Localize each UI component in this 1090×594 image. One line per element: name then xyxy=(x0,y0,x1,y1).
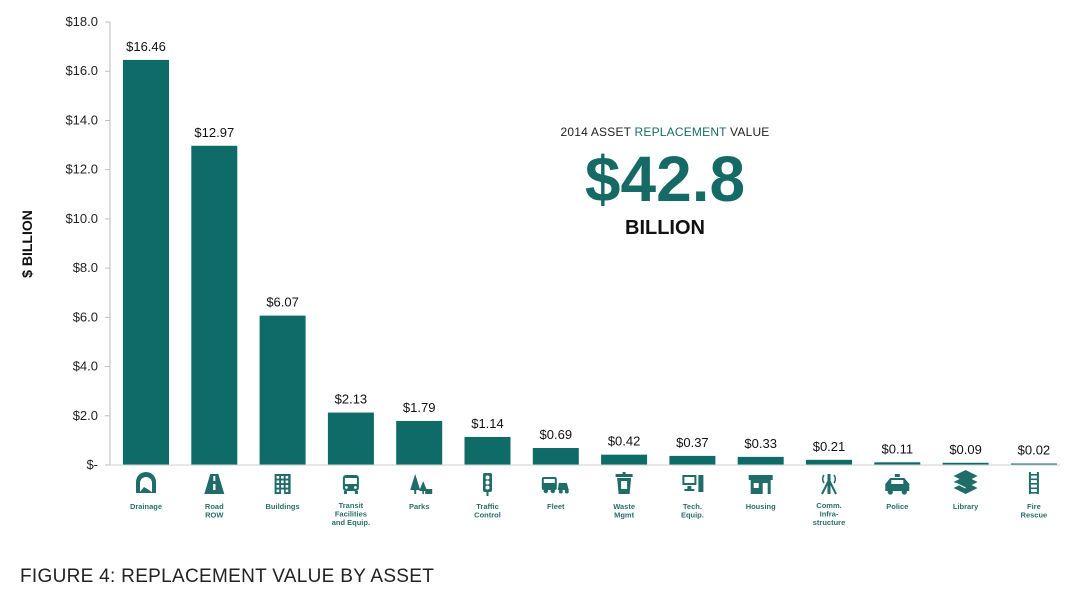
total-callout: 2014 ASSET REPLACEMENT VALUE $42.8 BILLI… xyxy=(540,125,790,240)
bar xyxy=(601,454,648,465)
bar-value-label: $1.79 xyxy=(403,400,436,415)
x-category-label: Library xyxy=(953,502,979,511)
bar xyxy=(874,462,921,465)
building-icon xyxy=(274,474,291,494)
y-tick-label: $14.0 xyxy=(65,112,98,127)
bar-value-label: $0.69 xyxy=(540,427,573,442)
bar-value-label: $0.33 xyxy=(744,436,777,451)
bar-value-label: $6.07 xyxy=(266,295,299,310)
x-category-label: Police xyxy=(886,502,908,511)
x-category-label: Traffic Control xyxy=(474,502,501,520)
x-category-label: Tech. Equip. xyxy=(681,502,704,520)
x-category-label: Fire Rescue xyxy=(1021,502,1048,520)
bar-value-label: $12.97 xyxy=(194,125,234,140)
bus-icon xyxy=(342,475,359,494)
x-category-label: Fleet xyxy=(547,502,565,511)
police-car-icon xyxy=(885,474,910,495)
tower-icon xyxy=(821,474,837,495)
callout-total-value: $42.8 xyxy=(584,143,746,215)
bar-value-label: $16.46 xyxy=(126,39,166,54)
bar xyxy=(532,448,579,465)
bar xyxy=(806,459,852,465)
traffic-light-icon xyxy=(483,473,492,496)
y-tick-label: $16.0 xyxy=(65,63,98,78)
y-tick-label: $12.0 xyxy=(65,162,98,177)
fire-ladder-icon xyxy=(1028,472,1039,494)
callout-heading: 2014 ASSET REPLACEMENT VALUE xyxy=(560,125,770,139)
computer-icon xyxy=(682,475,704,492)
housing-icon xyxy=(748,475,773,494)
bar xyxy=(737,456,784,465)
bar-value-label: $0.02 xyxy=(1018,443,1051,458)
x-category-label: Road ROW xyxy=(205,502,224,520)
y-tick-label: $2.0 xyxy=(73,408,98,423)
waste-bin-icon xyxy=(615,472,633,494)
road-icon xyxy=(204,474,225,494)
bar xyxy=(396,420,443,465)
bar-value-label: $0.21 xyxy=(813,439,846,454)
x-category-label: Drainage xyxy=(130,502,162,511)
callout-unit: BILLION xyxy=(625,217,705,239)
bar-value-label: $2.13 xyxy=(335,392,368,407)
bar-value-label: $0.11 xyxy=(882,441,914,456)
bar xyxy=(942,462,989,465)
x-category-label: Transit Facilities and Equip. xyxy=(332,501,370,527)
x-category-label: Comm. Infra-structure xyxy=(813,501,846,527)
bar xyxy=(1010,463,1057,465)
bar xyxy=(669,455,716,465)
bar-value-label: $0.09 xyxy=(949,442,982,457)
bar-chart: $- $2.0 $4.0 $6.0 $8.0 $10.0 $12.0 $14.0 $16.0 $1… xyxy=(19,14,1060,527)
y-tick-label: $4.0 xyxy=(73,359,98,374)
drainage-icon xyxy=(136,472,156,493)
y-tick-label: $18.0 xyxy=(65,14,98,29)
y-tick-label: $6.0 xyxy=(73,309,98,324)
bar-value-label: $0.42 xyxy=(608,434,641,449)
y-tick-label: $- xyxy=(86,457,98,472)
x-category-label: Parks xyxy=(409,502,429,511)
figure-caption: FIGURE 4: REPLACEMENT VALUE BY ASSET xyxy=(20,566,435,587)
y-tick-label: $8.0 xyxy=(73,260,98,275)
bar xyxy=(464,436,511,465)
bar xyxy=(191,145,238,465)
y-axis-label: $ BILLION xyxy=(19,210,35,278)
vehicles-icon xyxy=(541,477,569,494)
bar-value-label: $0.37 xyxy=(676,435,709,450)
bar-value-label: $1.14 xyxy=(471,416,504,431)
bar xyxy=(327,412,374,465)
x-category-label: Waste Mgmt xyxy=(613,502,635,520)
y-tick-label: $10.0 xyxy=(65,211,98,226)
bar xyxy=(259,315,306,465)
x-category-label: Buildings xyxy=(266,502,300,511)
x-category-label: Housing xyxy=(746,502,776,511)
books-icon xyxy=(953,470,978,494)
bar xyxy=(123,59,169,465)
trees-icon xyxy=(410,474,433,494)
